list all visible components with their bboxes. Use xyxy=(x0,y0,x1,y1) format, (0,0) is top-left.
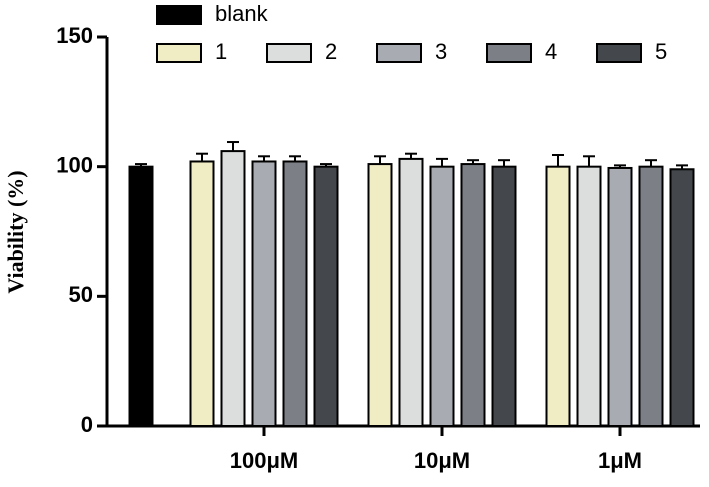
bar xyxy=(638,165,664,428)
bar xyxy=(282,160,308,427)
x-tick-label: 100μM xyxy=(230,448,299,473)
y-tick-label: 150 xyxy=(56,23,93,48)
bar xyxy=(128,165,154,428)
bar xyxy=(545,165,571,428)
y-tick-label: 0 xyxy=(81,412,93,437)
bar xyxy=(220,150,246,428)
bar xyxy=(189,160,215,427)
legend-swatch xyxy=(376,43,422,63)
bar xyxy=(460,163,486,427)
legend-swatch xyxy=(266,43,312,63)
x-tick-label: 10μM xyxy=(414,448,470,473)
bar xyxy=(491,165,517,428)
legend-label: 2 xyxy=(325,39,337,64)
bar xyxy=(313,165,339,428)
bar xyxy=(251,160,277,427)
legend-swatch xyxy=(156,5,202,25)
y-tick-label: 50 xyxy=(69,282,93,307)
legend-swatch xyxy=(486,43,532,63)
bar xyxy=(429,165,455,428)
legend-swatch xyxy=(156,43,202,63)
bar xyxy=(576,165,602,428)
legend-label: blank xyxy=(215,1,269,26)
legend-label: 1 xyxy=(215,39,227,64)
legend-label: 4 xyxy=(545,39,557,64)
legend-label: 3 xyxy=(435,39,447,64)
y-tick-label: 100 xyxy=(56,152,93,177)
bar xyxy=(367,163,393,427)
bar xyxy=(669,168,695,427)
y-axis-title: Viability (%) xyxy=(3,170,28,293)
legend-swatch xyxy=(596,43,642,63)
bar xyxy=(607,166,633,427)
x-tick-label: 1μM xyxy=(598,448,642,473)
bar xyxy=(398,157,424,428)
legend-label: 5 xyxy=(655,39,667,64)
